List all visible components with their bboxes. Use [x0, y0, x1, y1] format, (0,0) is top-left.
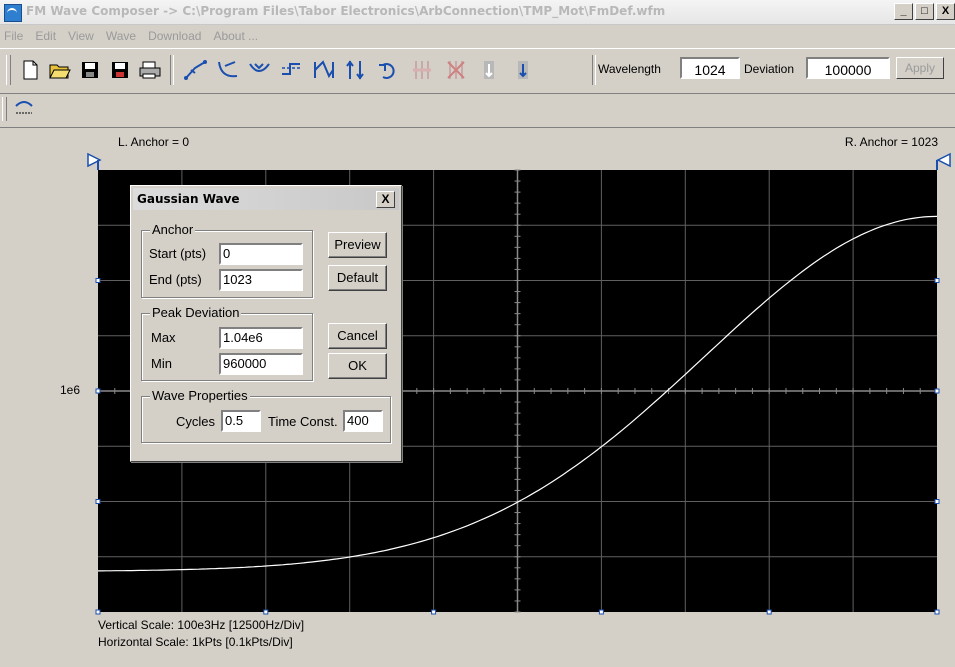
right-anchor-marker[interactable]: [936, 152, 951, 168]
time-const-label: Time Const.: [268, 414, 338, 429]
y-edge-marker: [95, 609, 101, 615]
dialog-title-bar: Gaussian Wave X: [133, 188, 399, 210]
window-title: FM Wave Composer -> C:\Program Files\Tab…: [26, 4, 666, 18]
y-center-label: 1e6: [60, 383, 81, 397]
anchor-group-label: Anchor: [150, 222, 196, 237]
close-button[interactable]: X: [936, 3, 955, 20]
secondary-toolbar: [0, 93, 955, 128]
cancel-button[interactable]: Cancel: [328, 323, 387, 349]
min-input[interactable]: 960000: [219, 353, 303, 375]
max-label: Max: [151, 330, 176, 345]
menu-edit[interactable]: Edit: [35, 29, 57, 43]
curve-tool-4-icon[interactable]: [278, 55, 306, 85]
maximize-button[interactable]: □: [915, 3, 934, 20]
y-edge-marker: [934, 499, 940, 504]
wave-properties-group: Wave Properties: [141, 388, 391, 443]
gaussian-wave-dialog: Gaussian Wave X Anchor Start (pts) 0 End…: [130, 185, 402, 462]
wavelength-label: Wavelength: [598, 62, 661, 76]
x-edge-marker: [431, 609, 437, 615]
menu-file[interactable]: File: [4, 29, 24, 43]
end-input[interactable]: 1023: [219, 269, 303, 291]
y-edge-marker: [95, 499, 101, 504]
gaussian-wave-icon[interactable]: [10, 97, 38, 123]
wavelength-input[interactable]: 1024: [680, 57, 740, 79]
apply-button[interactable]: Apply: [896, 57, 944, 79]
x-edge-marker: [263, 609, 269, 615]
disabled-tool-1-icon[interactable]: [408, 55, 436, 85]
x-edge-marker: [766, 609, 772, 615]
window-controls: _ □ X: [894, 3, 955, 20]
peak-deviation-group-label: Peak Deviation: [150, 305, 242, 320]
menu-bar: File Edit View Wave Download About ...: [0, 26, 258, 46]
open-folder-icon[interactable]: [46, 55, 74, 85]
max-input[interactable]: 1.04e6: [219, 327, 303, 349]
disabled-tool-2-icon[interactable]: [442, 55, 470, 85]
y-edge-marker: [934, 609, 940, 615]
start-label: Start (pts): [149, 246, 207, 261]
right-anchor-label: R. Anchor = 1023: [844, 135, 938, 149]
curve-tool-5-icon[interactable]: [310, 55, 338, 85]
preview-button[interactable]: Preview: [328, 232, 387, 258]
x-edge-marker: [598, 609, 604, 615]
horizontal-scale-label: Horizontal Scale: 1kPts [0.1kPts/Div]: [98, 635, 293, 649]
new-file-icon[interactable]: [16, 55, 44, 85]
deviation-label: Deviation: [744, 62, 795, 76]
save-as-icon[interactable]: [106, 55, 134, 85]
curve-tool-3-icon[interactable]: [246, 55, 274, 85]
disabled-tool-3-icon[interactable]: [476, 55, 504, 85]
curve-tool-2-icon[interactable]: [214, 55, 242, 85]
cycles-label: Cycles: [176, 414, 216, 429]
toolbar2-grip: [2, 97, 7, 121]
end-label: End (pts): [149, 272, 202, 287]
toolbar-grip: [6, 55, 11, 85]
vertical-scale-label: Vertical Scale: 100e3Hz [12500Hz/Div]: [98, 618, 305, 632]
main-toolbar: Wavelength 1024 Deviation 100000 Apply: [0, 48, 955, 94]
default-button[interactable]: Default: [328, 265, 387, 291]
min-label: Min: [151, 356, 172, 371]
menu-view[interactable]: View: [68, 29, 94, 43]
deviation-input[interactable]: 100000: [806, 57, 890, 79]
start-input[interactable]: 0: [219, 243, 303, 265]
disabled-tool-4-icon[interactable]: [510, 55, 538, 85]
waveform-trace: [98, 215, 938, 572]
left-anchor-label: L. Anchor = 0: [118, 135, 190, 149]
y-edge-marker: [95, 388, 101, 394]
app-icon: [4, 4, 22, 22]
time-const-input[interactable]: 400: [343, 410, 383, 432]
anchor-group: Anchor: [141, 222, 313, 298]
ok-button[interactable]: OK: [328, 353, 387, 379]
cycles-input[interactable]: 0.5: [221, 410, 261, 432]
undo-icon[interactable]: [374, 55, 402, 85]
y-edge-marker: [95, 278, 101, 283]
menu-about[interactable]: About ...: [213, 29, 259, 43]
dialog-title: Gaussian Wave: [137, 192, 240, 206]
left-anchor-marker[interactable]: [87, 152, 102, 168]
dialog-close-button[interactable]: X: [376, 191, 395, 208]
title-bar: FM Wave Composer -> C:\Program Files\Tab…: [0, 0, 955, 25]
curve-tool-6-icon[interactable]: [342, 55, 370, 85]
menu-wave[interactable]: Wave: [105, 29, 137, 43]
y-edge-marker: [934, 388, 940, 394]
curve-tool-1-icon[interactable]: [182, 55, 210, 85]
save-icon[interactable]: [76, 55, 104, 85]
peak-deviation-group: Peak Deviation: [141, 305, 313, 381]
wave-properties-group-label: Wave Properties: [150, 388, 250, 403]
menu-download[interactable]: Download: [148, 29, 202, 43]
minimize-button[interactable]: _: [894, 3, 913, 20]
y-edge-marker: [934, 278, 940, 283]
print-icon[interactable]: [136, 55, 164, 85]
